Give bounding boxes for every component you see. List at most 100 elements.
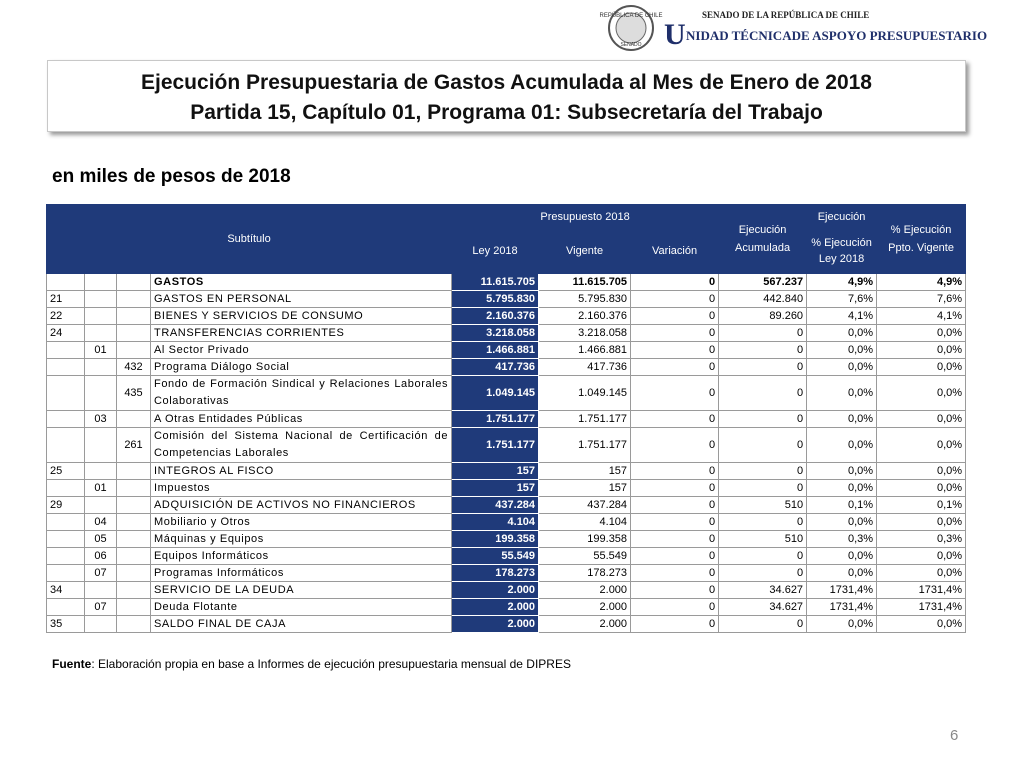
table-cell: 55.549 (451, 547, 540, 565)
table-cell: 0,0% (876, 375, 967, 411)
table-cell: A Otras Entidades Públicas (149, 410, 453, 428)
table-cell: 89.260 (718, 307, 808, 325)
table-cell: 04 (84, 513, 117, 531)
table-cell: 2.000 (451, 615, 540, 633)
table-cell: 0 (718, 358, 808, 376)
table-cell (84, 427, 117, 463)
table-cell: 4.104 (538, 513, 632, 531)
table-cell: 4,1% (876, 307, 967, 325)
table-cell: 0 (630, 358, 720, 376)
table-cell: 0 (630, 341, 720, 359)
logo-line1: SENADO DE LA REPÚBLICA DE CHILE (702, 10, 869, 20)
table-cell (46, 273, 85, 291)
table-cell: 0,0% (876, 324, 967, 342)
table-cell: 11.615.705 (451, 273, 540, 291)
table-cell (116, 513, 151, 531)
table-row: 07 Deuda Flotante 2.000 2.000 0 34.627 1731,4%… (46, 598, 967, 616)
table-cell (84, 581, 117, 599)
table-cell: 0,1% (806, 496, 878, 514)
header-cell: % Ejecución Ppto. Vigente (876, 204, 967, 274)
table-cell: 03 (84, 410, 117, 428)
table-cell: 432 (116, 358, 151, 376)
table-cell (116, 462, 151, 480)
table-cell: 0 (718, 615, 808, 633)
table-cell: TRANSFERENCIAS CORRIENTES (149, 324, 453, 342)
table-cell: 55.549 (538, 547, 632, 565)
table-row: 35 SALDO FINAL DE CAJA 2.000 2.000 0 0 0,0% 0,0… (46, 615, 967, 633)
table-cell: 5.795.830 (538, 290, 632, 308)
table-cell (116, 615, 151, 633)
table-cell (84, 615, 117, 633)
table-cell: Máquinas y Equipos (149, 530, 453, 548)
table-cell (116, 341, 151, 359)
table-cell: 29 (46, 496, 85, 514)
table-cell: 0 (630, 479, 720, 497)
table-cell: 06 (84, 547, 117, 565)
table-cell: 417.736 (538, 358, 632, 376)
table-cell (46, 513, 85, 531)
table-cell: BIENES Y SERVICIOS DE CONSUMO (149, 307, 453, 325)
subtitle: en miles de pesos de 2018 (52, 166, 291, 187)
table-row: 01 Al Sector Privado 1.466.881 1.466.881 0 0 0… (46, 341, 967, 359)
table-row: 261 Comisión del Sistema Nacional de Cert… (46, 427, 967, 463)
table-cell: 01 (84, 479, 117, 497)
table-cell: 0 (630, 273, 720, 291)
table-cell: 0,0% (876, 410, 967, 428)
table-cell: 0 (718, 564, 808, 582)
table-cell: 261 (116, 427, 151, 463)
table-cell: 1.049.145 (451, 375, 540, 411)
table-cell: 0 (630, 581, 720, 599)
header-cell: Presupuesto 2018 (451, 204, 720, 229)
table-cell (116, 547, 151, 565)
table-cell: 01 (84, 341, 117, 359)
seal-bottom: SENADO (620, 42, 641, 48)
table-cell: 0 (630, 324, 720, 342)
header-cell: Ejecución (806, 204, 878, 229)
table-cell: 0 (630, 615, 720, 633)
table-cell: 435 (116, 375, 151, 411)
table-cell: 417.736 (451, 358, 540, 376)
table-cell: 0 (630, 375, 720, 411)
table-cell (116, 273, 151, 291)
table-cell: 1731,4% (806, 581, 878, 599)
table-cell: 2.000 (451, 581, 540, 599)
table-cell: 2.000 (538, 615, 632, 633)
table-cell: 0,0% (806, 547, 878, 565)
table-cell (116, 324, 151, 342)
table-row: 04 Mobiliario y Otros 4.104 4.104 0 0 0,0% 0,0% (46, 513, 967, 531)
table-row: 29 ADQUISICIÓN DE ACTIVOS NO FINANCIEROS 4… (46, 496, 967, 514)
source-text: : Elaboración propia en base a Informes … (91, 657, 571, 671)
table-cell: 0 (718, 341, 808, 359)
table-cell: 157 (538, 462, 632, 480)
table-cell: SERVICIO DE LA DEUDA (149, 581, 453, 599)
table-cell: 25 (46, 462, 85, 480)
table-row: 34 SERVICIO DE LA DEUDA 2.000 2.000 0 34.627 1… (46, 581, 967, 599)
table-cell: 0,0% (876, 341, 967, 359)
table-cell (84, 290, 117, 308)
table-cell: 437.284 (538, 496, 632, 514)
table-cell: 510 (718, 530, 808, 548)
table-cell: Deuda Flotante (149, 598, 453, 616)
table-cell: 7,6% (806, 290, 878, 308)
seal-inner (615, 12, 647, 44)
logo-initial: U (664, 18, 686, 51)
table-cell: 0,0% (806, 564, 878, 582)
table-cell: 0 (630, 598, 720, 616)
header-cell: Vigente (538, 228, 632, 274)
table-cell (116, 479, 151, 497)
table-cell: 2.000 (538, 598, 632, 616)
table-cell: 199.358 (538, 530, 632, 548)
table-cell: 510 (718, 496, 808, 514)
table-cell (46, 564, 85, 582)
title-line: Partida 15, Capítulo 01, Programa 01: Su… (190, 101, 823, 124)
table-cell: 0,0% (806, 513, 878, 531)
table-cell: 0 (630, 530, 720, 548)
table-cell (46, 547, 85, 565)
table-cell (84, 358, 117, 376)
table-cell (46, 530, 85, 548)
budget-table: Subtítulo Presupuesto 2018 Ejecución Acu… (45, 204, 967, 633)
table-cell: 0,0% (876, 462, 967, 480)
table-cell: 0 (630, 427, 720, 463)
table-cell: 0,1% (876, 496, 967, 514)
header-cell: Subtítulo (45, 204, 453, 274)
